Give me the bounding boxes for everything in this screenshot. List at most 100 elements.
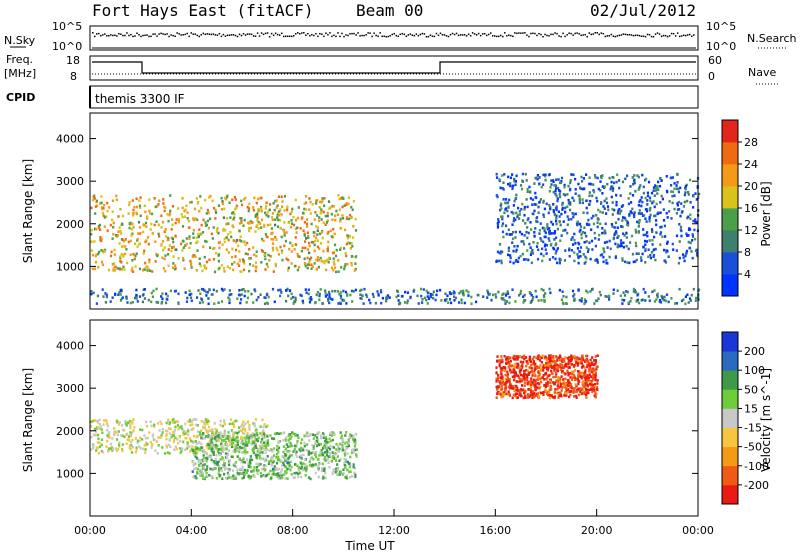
range-cell: [525, 258, 527, 261]
range-cell: [176, 438, 178, 441]
range-cell: [322, 250, 324, 253]
range-cell: [280, 459, 282, 462]
range-cell: [285, 447, 287, 450]
range-cell: [615, 194, 617, 197]
range-cell: [296, 226, 298, 229]
range-cell: [504, 355, 506, 358]
noise-point: [281, 33, 283, 35]
range-cell: [331, 434, 333, 437]
range-cell: [513, 217, 515, 220]
range-cell: [564, 364, 566, 367]
range-cell: [445, 298, 447, 301]
range-cell: [440, 299, 442, 302]
range-cell: [643, 246, 645, 249]
range-cell: [564, 249, 566, 252]
range-cell: [312, 203, 314, 206]
noise-point: [347, 35, 349, 37]
range-cell: [304, 203, 306, 206]
range-cell: [584, 232, 586, 235]
range-cell: [325, 477, 327, 480]
range-cell: [505, 198, 507, 201]
range-cell: [144, 297, 146, 300]
range-cell: [102, 212, 104, 215]
range-cell: [90, 293, 92, 296]
range-cell: [149, 269, 151, 272]
range-cell: [294, 301, 296, 304]
range-cell: [183, 430, 185, 433]
noise-point: [609, 35, 611, 37]
range-cell: [213, 207, 215, 210]
range-cell: [534, 365, 536, 368]
range-cell: [215, 211, 217, 214]
range-cell: [308, 252, 310, 255]
range-cell: [546, 252, 548, 255]
range-cell: [677, 208, 679, 211]
range-cell: [261, 438, 263, 441]
range-cell: [262, 435, 264, 438]
range-cell: [651, 291, 653, 294]
range-cell: [111, 219, 113, 222]
noise-point: [633, 35, 635, 37]
range-cell: [291, 262, 293, 265]
colorbar-segment: [722, 252, 738, 274]
range-cell: [246, 451, 248, 454]
range-cell: [502, 236, 504, 239]
range-cell: [341, 444, 343, 447]
range-cell: [618, 187, 620, 190]
range-cell: [349, 466, 351, 469]
range-cell: [223, 267, 225, 270]
range-cell: [279, 246, 281, 249]
range-cell: [150, 223, 152, 226]
range-cell: [218, 302, 220, 305]
range-cell: [676, 202, 678, 205]
range-cell: [191, 420, 193, 423]
range-cell: [151, 213, 153, 216]
noise-point: [659, 33, 661, 35]
range-cell: [301, 216, 303, 219]
range-cell: [208, 455, 210, 458]
range-cell: [99, 224, 101, 227]
range-cell: [595, 372, 597, 375]
range-cell: [166, 213, 168, 216]
range-cell: [255, 418, 257, 421]
range-cell: [272, 219, 274, 222]
range-cell: [534, 382, 536, 385]
range-cell: [346, 234, 348, 237]
noise-point: [450, 34, 452, 36]
range-cell: [226, 457, 228, 460]
range-cell: [92, 444, 94, 447]
range-cell: [212, 293, 214, 296]
range-cell: [538, 232, 540, 235]
range-cell: [225, 437, 227, 440]
range-cell: [671, 195, 673, 198]
range-cell: [197, 202, 199, 205]
range-cell: [673, 208, 675, 211]
range-cell: [279, 227, 281, 230]
freq-label-1: Freq.: [6, 53, 33, 66]
range-cell: [325, 223, 327, 226]
range-cell: [309, 464, 311, 467]
range-cell: [281, 200, 283, 203]
range-cell: [556, 223, 558, 226]
range-cell: [538, 206, 540, 209]
range-cell: [614, 226, 616, 229]
range-cell: [237, 263, 239, 266]
range-cell: [450, 302, 452, 305]
range-cell: [580, 360, 582, 363]
range-cell: [558, 189, 560, 192]
range-cell: [337, 302, 339, 305]
range-cell: [500, 207, 502, 210]
range-cell: [455, 297, 457, 300]
range-cell: [330, 230, 332, 233]
range-cell: [132, 209, 134, 212]
noise-point: [387, 36, 389, 38]
range-cell: [555, 178, 557, 181]
range-cell: [93, 433, 95, 436]
range-cell: [227, 445, 229, 448]
range-cell: [633, 290, 635, 293]
range-cell: [333, 454, 335, 457]
noise-point: [138, 34, 140, 36]
range-cell: [551, 365, 553, 368]
noise-point: [253, 35, 255, 37]
range-cell: [613, 289, 615, 292]
